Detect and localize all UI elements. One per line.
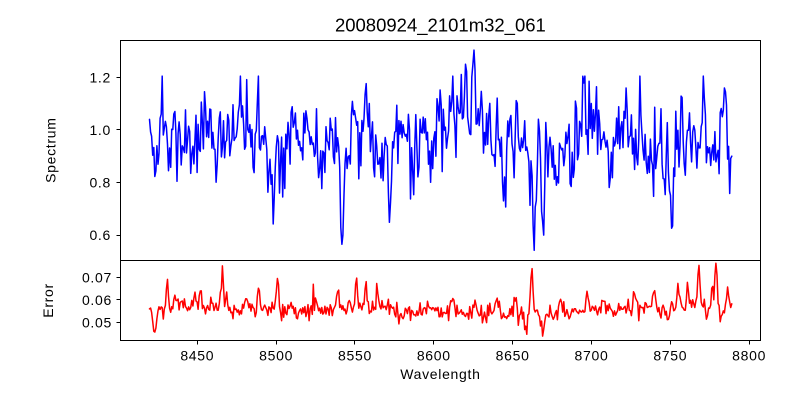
svg-text:0.05: 0.05 [82, 315, 112, 331]
svg-text:8800: 8800 [732, 348, 766, 364]
svg-text:8500: 8500 [259, 348, 293, 364]
svg-text:8650: 8650 [496, 348, 530, 364]
svg-text:Spectrum: Spectrum [43, 117, 59, 183]
svg-text:0.07: 0.07 [82, 269, 112, 285]
svg-text:20080924_2101m32_061: 20080924_2101m32_061 [335, 15, 546, 37]
svg-text:8550: 8550 [338, 348, 372, 364]
svg-text:0.06: 0.06 [82, 292, 112, 308]
svg-text:8750: 8750 [653, 348, 687, 364]
svg-text:0.8: 0.8 [89, 175, 111, 191]
svg-text:8600: 8600 [417, 348, 451, 364]
svg-text:8450: 8450 [180, 348, 214, 364]
svg-text:Error: Error [40, 283, 56, 318]
svg-text:0.6: 0.6 [89, 227, 111, 243]
svg-text:Wavelength: Wavelength [400, 366, 480, 382]
svg-text:1.0: 1.0 [89, 122, 111, 138]
svg-text:8700: 8700 [575, 348, 609, 364]
svg-text:1.2: 1.2 [89, 70, 111, 86]
